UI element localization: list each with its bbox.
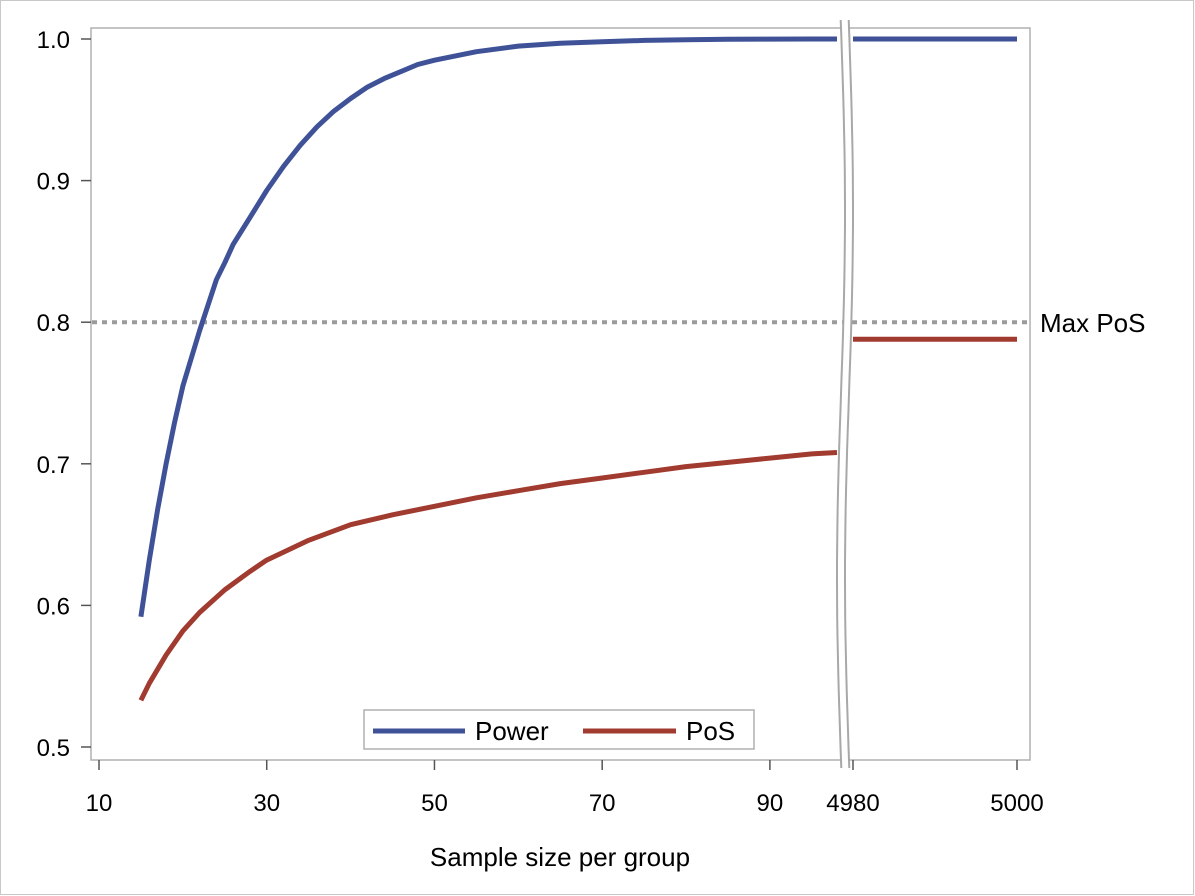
x-tick-label: 70 xyxy=(589,790,616,817)
legend-label-power: Power xyxy=(475,716,549,746)
axis-break-mark-left xyxy=(836,19,846,769)
axis-break-gap xyxy=(837,20,853,768)
series-line-pos-left xyxy=(138,450,838,702)
x-tick-label: 5000 xyxy=(990,790,1043,817)
legend: Power PoS xyxy=(363,709,755,750)
max-pos-label: Max PoS xyxy=(1040,308,1146,338)
x-tick-label: 90 xyxy=(757,790,784,817)
x-tick-label: 50 xyxy=(421,790,448,817)
y-tick-label: 0.8 xyxy=(37,310,70,337)
y-tick-label: 0.5 xyxy=(37,735,70,762)
x-tick-label: 4980 xyxy=(826,790,879,817)
series-line-power-left xyxy=(138,36,837,618)
legend-label-pos: PoS xyxy=(686,716,735,746)
y-tick-label: 0.6 xyxy=(37,593,70,620)
x-axis: 10 30 50 70 90 4980 5000 xyxy=(86,760,1044,817)
y-tick-label: 0.9 xyxy=(37,169,70,196)
axis-break xyxy=(836,19,854,769)
y-tick-label: 0.7 xyxy=(37,452,70,479)
x-tick-label: 30 xyxy=(253,790,280,817)
series-group xyxy=(138,36,1017,702)
y-axis: 0.5 0.6 0.7 0.8 0.9 1.0 xyxy=(37,27,91,762)
axis-break-mark-right xyxy=(844,19,854,769)
x-tick-label: 10 xyxy=(86,790,113,817)
x-axis-title: Sample size per group xyxy=(430,842,690,872)
y-tick-label: 1.0 xyxy=(37,27,70,54)
